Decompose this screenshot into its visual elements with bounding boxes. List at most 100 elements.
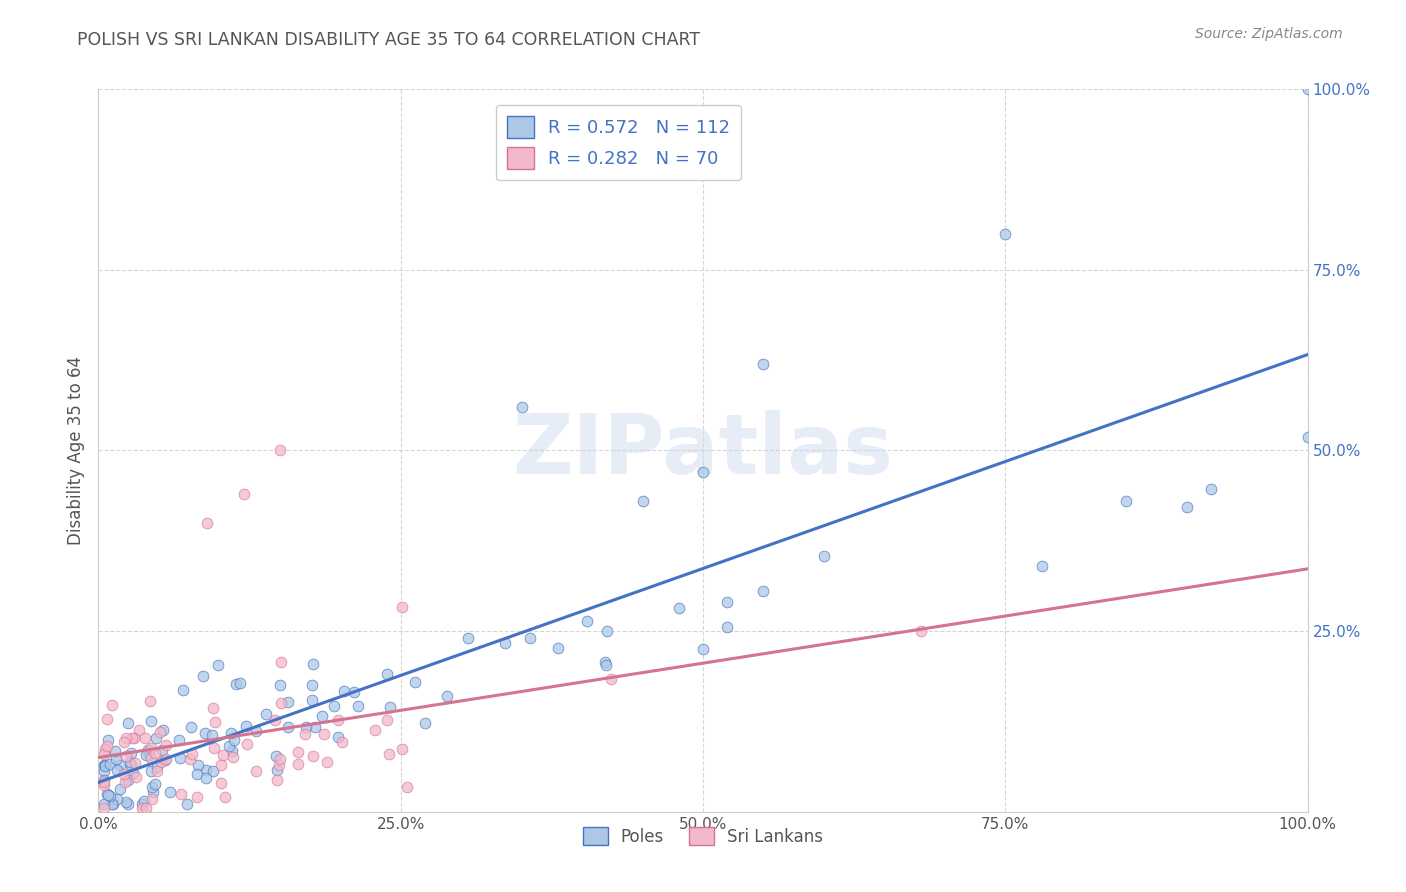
Point	[117, 772, 139, 787]
Point	[269, 758, 291, 772]
Point	[692, 642, 714, 657]
Point	[346, 698, 368, 713]
Point	[141, 792, 163, 806]
Legend: Poles, Sri Lankans: Poles, Sri Lankans	[574, 819, 832, 854]
Point	[195, 516, 218, 530]
Point	[138, 693, 160, 707]
Point	[135, 748, 157, 763]
Point	[148, 724, 170, 739]
Point	[752, 583, 775, 598]
Point	[245, 724, 267, 739]
Point	[105, 752, 128, 766]
Point	[138, 747, 160, 762]
Point	[176, 797, 198, 812]
Point	[232, 487, 254, 501]
Point	[269, 443, 291, 458]
Point	[269, 752, 291, 766]
Point	[277, 720, 299, 734]
Point	[169, 732, 191, 747]
Point	[378, 747, 401, 762]
Point	[287, 745, 309, 759]
Point	[375, 667, 398, 681]
Point	[332, 683, 354, 698]
Point	[716, 594, 738, 608]
Point	[124, 756, 146, 771]
Point	[304, 720, 326, 734]
Point	[1199, 483, 1222, 497]
Point	[494, 635, 516, 649]
Point	[115, 731, 138, 745]
Point	[212, 747, 235, 762]
Point	[269, 678, 291, 692]
Point	[510, 400, 533, 414]
Point	[287, 756, 309, 771]
Point	[1175, 500, 1198, 515]
Point	[266, 772, 288, 787]
Point	[145, 731, 167, 745]
Point	[202, 741, 225, 756]
Point	[98, 757, 121, 772]
Point	[186, 766, 208, 780]
Point	[1031, 558, 1053, 573]
Point	[117, 797, 139, 812]
Point	[343, 684, 366, 698]
Point	[93, 764, 115, 778]
Point	[152, 743, 174, 757]
Point	[328, 713, 350, 727]
Point	[172, 682, 194, 697]
Point	[404, 675, 426, 690]
Point	[105, 792, 128, 806]
Point	[202, 764, 225, 779]
Point	[125, 770, 148, 784]
Point	[93, 797, 115, 812]
Point	[186, 790, 208, 805]
Point	[138, 743, 160, 757]
Point	[120, 746, 142, 760]
Point	[114, 748, 136, 763]
Point	[328, 731, 350, 745]
Point	[631, 494, 654, 508]
Point	[596, 624, 619, 639]
Point	[135, 801, 157, 815]
Point	[209, 776, 232, 790]
Point	[1115, 494, 1137, 508]
Point	[114, 795, 136, 809]
Point	[93, 758, 115, 772]
Point	[221, 744, 243, 758]
Point	[93, 773, 115, 788]
Point	[155, 738, 177, 752]
Point	[1296, 430, 1319, 444]
Point	[152, 723, 174, 738]
Point	[93, 800, 115, 814]
Point	[595, 657, 617, 672]
Point	[149, 755, 172, 769]
Point	[395, 780, 418, 795]
Point	[436, 690, 458, 704]
Point	[266, 748, 288, 763]
Point	[910, 624, 932, 639]
Point	[222, 749, 245, 764]
Point	[332, 735, 354, 749]
Point	[110, 757, 132, 772]
Point	[153, 753, 176, 767]
Point	[235, 719, 257, 733]
Point	[170, 787, 193, 801]
Point	[155, 752, 177, 766]
Point	[145, 760, 167, 774]
Point	[128, 723, 150, 738]
Point	[179, 751, 201, 765]
Point	[139, 764, 162, 779]
Point	[142, 785, 165, 799]
Point	[94, 759, 117, 773]
Point	[295, 721, 318, 735]
Point	[96, 739, 118, 753]
Point	[180, 720, 202, 734]
Point	[94, 742, 117, 756]
Point	[245, 764, 267, 778]
Point	[193, 669, 215, 683]
Point	[97, 733, 120, 747]
Point	[121, 731, 143, 745]
Text: POLISH VS SRI LANKAN DISABILITY AGE 35 TO 64 CORRELATION CHART: POLISH VS SRI LANKAN DISABILITY AGE 35 T…	[77, 31, 700, 49]
Point	[134, 794, 156, 808]
Point	[93, 775, 115, 789]
